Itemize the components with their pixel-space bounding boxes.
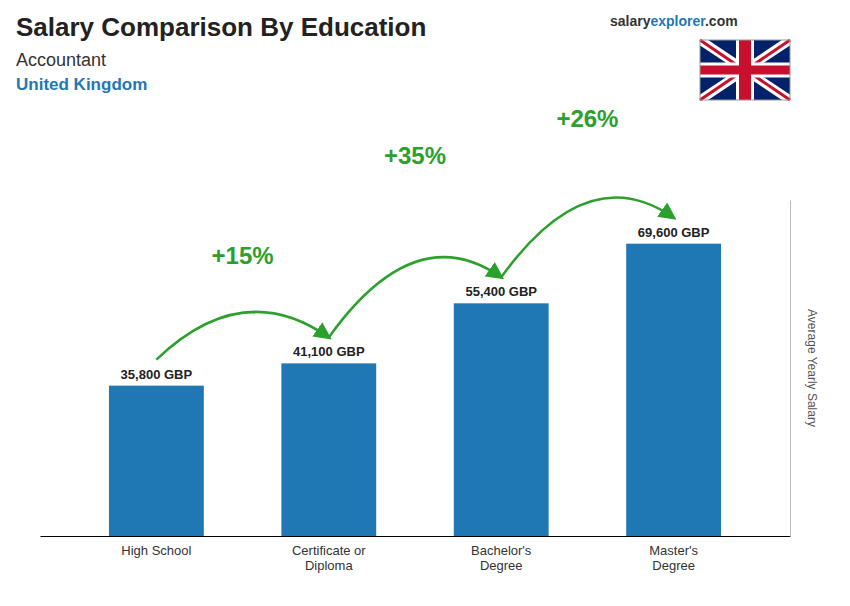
subtitle: Accountant [16, 50, 106, 70]
x-tick: High School [121, 536, 191, 558]
tspan: Degree [652, 558, 695, 573]
watermark-part: salary [610, 13, 651, 29]
bar [109, 386, 204, 536]
x-axis: High School Certificate orDiploma Bachelor… [41, 536, 791, 573]
flag-saltire-red [753, 75, 791, 101]
pct-change: +15% [212, 242, 274, 269]
arrow [501, 197, 673, 277]
flag-border [700, 40, 790, 100]
pct-change: +35% [384, 142, 446, 169]
bar [626, 244, 721, 536]
y-axis-line [790, 201, 791, 537]
x-axis-line [41, 536, 791, 537]
title: Salary Comparison By Education [16, 12, 426, 42]
bar [454, 303, 549, 536]
y-axis [790, 201, 791, 537]
data-label: 35,800 GBP [121, 367, 193, 382]
arrow [329, 257, 501, 337]
subtitle: United Kingdom [16, 75, 147, 94]
flag-cross [700, 66, 790, 75]
tspan: Degree [480, 558, 523, 573]
plot-area [109, 244, 721, 536]
x-tick-label: Master'sDegree [649, 543, 698, 573]
watermark: salaryexplorer.com [610, 13, 738, 29]
y-axis-title: Average Yearly Salary [805, 309, 819, 427]
flag-saltire [700, 40, 790, 100]
watermark-part: explorer [650, 13, 706, 29]
annotations: +15% +35% +26% [156, 105, 673, 359]
flag-saltire [700, 40, 790, 100]
tspan: High School [121, 543, 191, 558]
chart: Salary Comparison By Education Accountant… [0, 0, 850, 606]
x-tick: Bachelor'sDegree [471, 536, 532, 573]
data-label: 55,400 GBP [465, 284, 537, 299]
tspan: Diploma [305, 558, 353, 573]
tspan: Master's [649, 543, 698, 558]
pct-change: +26% [556, 105, 618, 132]
tspan: Bachelor's [471, 543, 532, 558]
data-label: 41,100 GBP [293, 344, 365, 359]
flag [700, 40, 790, 100]
x-tick: Master'sDegree [649, 536, 698, 573]
data-labels: 35,800 GBP 41,100 GBP 55,400 GBP 69,600 GBP [121, 225, 710, 382]
flag-saltire-red [700, 75, 738, 101]
x-tick: Certificate orDiploma [292, 536, 366, 573]
data-label: 69,600 GBP [638, 225, 710, 240]
x-tick-label: Bachelor'sDegree [471, 543, 532, 573]
x-tick-label: Certificate orDiploma [292, 543, 366, 573]
bar [281, 363, 376, 536]
tspan: Certificate or [292, 543, 366, 558]
flag-field [700, 40, 790, 100]
arrow [156, 312, 328, 360]
flag-saltire-red [700, 40, 738, 66]
flag-saltire-red [753, 40, 791, 66]
watermark-part: .com [705, 13, 738, 29]
x-tick-label: High School [121, 543, 191, 558]
